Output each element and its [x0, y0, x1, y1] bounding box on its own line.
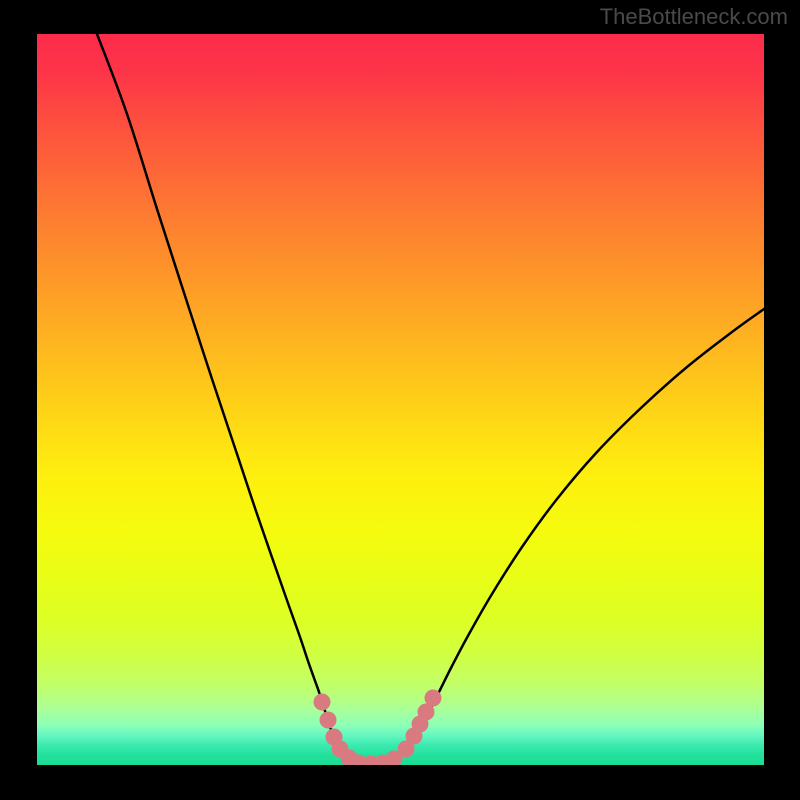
- marker-dot: [425, 690, 442, 707]
- chart-container: TheBottleneck.com: [0, 0, 800, 800]
- marker-dot: [320, 712, 337, 729]
- marker-dot: [314, 694, 331, 711]
- bottleneck-curve: [97, 34, 764, 764]
- watermark-text: TheBottleneck.com: [600, 4, 788, 30]
- valley-markers: [314, 690, 442, 766]
- curve-layer: [37, 34, 764, 765]
- plot-area: [37, 34, 764, 765]
